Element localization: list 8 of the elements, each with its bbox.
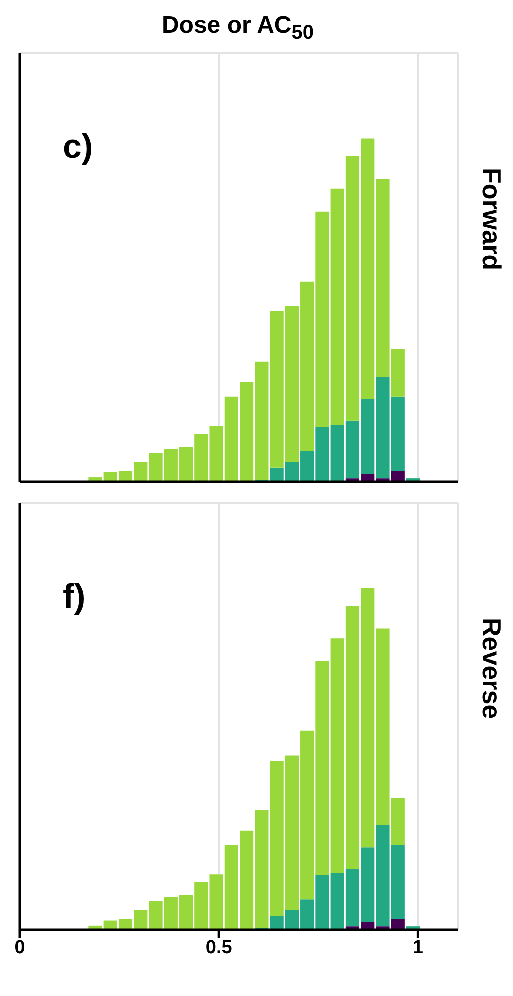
text: Reverse [476,618,507,720]
x-tick-label: 0.5 [206,937,233,958]
annotation: f) [63,578,86,617]
x-tick-label: 1 [412,937,424,958]
annotation: c) [63,128,94,167]
text: Forward [476,168,507,271]
chart-title: Dose or AC$_{50}$ [160,11,316,46]
x-tick-label: 0 [14,937,26,958]
